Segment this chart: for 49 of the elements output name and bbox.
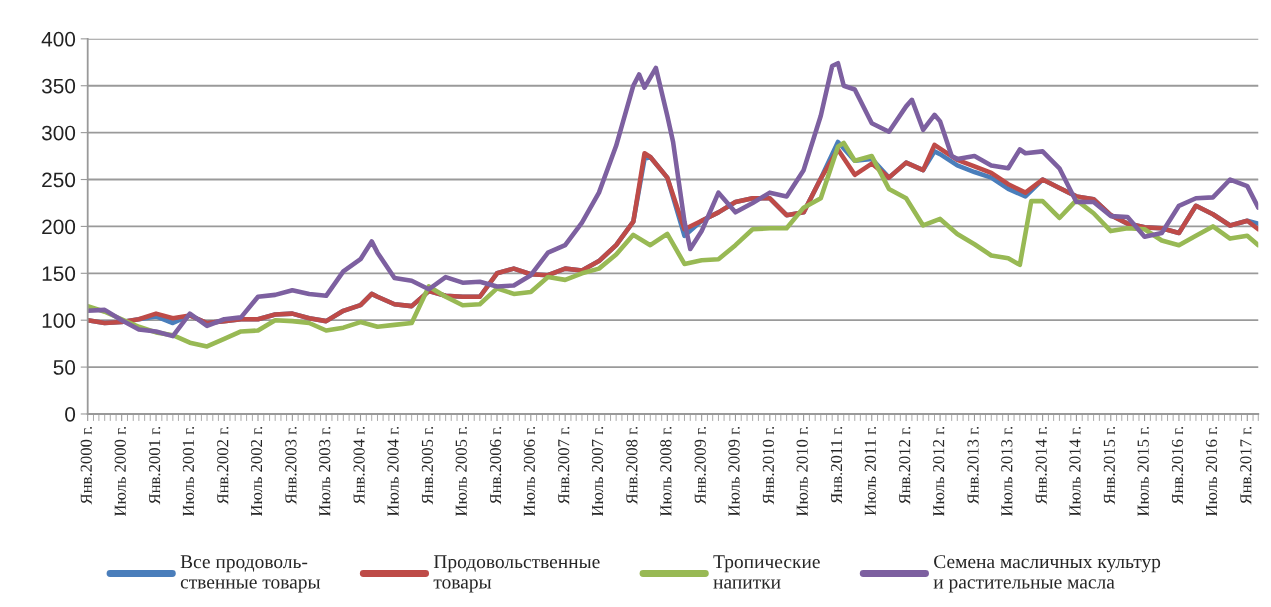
x-tick-label: Июль 2016 г. bbox=[1205, 426, 1218, 517]
x-tick-label: Янв.2006 г. bbox=[489, 426, 502, 505]
x-tick-label: Июль 2004 г. bbox=[387, 426, 399, 517]
x-tick-label: Янв.2017 г. bbox=[1240, 426, 1252, 505]
y-tick-label: 50 bbox=[53, 360, 76, 375]
x-tick-label: Янв.2005 г. bbox=[421, 426, 434, 505]
legend-label: Семена масличных культур и растительные масла bbox=[933, 555, 1161, 593]
x-tick-label: Янв.2002 г. bbox=[217, 426, 229, 505]
x-tick-label: Июль 2003 г. bbox=[319, 426, 331, 517]
legend-label: Продовольственные товары bbox=[433, 555, 600, 593]
y-tick-label: 350 bbox=[41, 78, 76, 94]
x-tick-label: Янв.2012 г. bbox=[899, 426, 911, 505]
legend-label: Тропические напитки bbox=[713, 555, 820, 589]
y-tick-label: 200 bbox=[42, 219, 76, 235]
x-tick-label: Янв.2004 г. bbox=[353, 426, 365, 505]
y-tick-label: 0 bbox=[65, 406, 76, 422]
x-tick-label: Янв.2014 г. bbox=[1035, 426, 1047, 505]
x-tick-label: Янв.2010 г. bbox=[762, 426, 775, 505]
x-tick-label: Июль 2011 г. bbox=[864, 426, 877, 516]
x-tick-label: Июль 2010 г. bbox=[796, 426, 808, 517]
x-tick-label: Янв.2013 г. bbox=[967, 426, 979, 505]
x-tick-label: Июль 2000 г. bbox=[114, 426, 126, 517]
x-tick-label: Июль 2006 г. bbox=[523, 426, 536, 517]
y-tick-label: 100 bbox=[42, 313, 76, 328]
y-tick-label: 300 bbox=[41, 125, 76, 141]
x-tick-label: Июль 2007 г. bbox=[591, 426, 604, 517]
x-tick-label: Янв.2009 г. bbox=[694, 426, 706, 505]
x-tick-label: Янв.2003 г. bbox=[285, 426, 297, 505]
x-tick-label: Янв.2007 г. bbox=[558, 426, 570, 505]
x-tick-label: Июль 2014 г. bbox=[1069, 426, 1081, 517]
x-tick-label: Янв.2008 г. bbox=[626, 426, 638, 505]
x-tick-label: Июль 2009 г. bbox=[728, 426, 740, 517]
x-tick-label: Янв.2000 г. bbox=[80, 426, 92, 505]
line-series bbox=[87, 60, 1259, 339]
x-tick-label: Июль 2013 г. bbox=[1001, 426, 1013, 517]
x-tick-label: Июль 2001 г. bbox=[182, 426, 195, 517]
x-tick-label: Июль 2005 г. bbox=[455, 426, 467, 517]
x-tick-label: Янв.2001 г. bbox=[148, 426, 161, 505]
y-tick-label: 400 bbox=[41, 31, 76, 47]
legend-label: Все продоволь- ственные товары bbox=[180, 555, 321, 593]
x-tick-label: Янв.2016 г. bbox=[1171, 426, 1184, 505]
x-tick-label: Янв.2011 г. bbox=[830, 426, 843, 504]
y-tick-label: 250 bbox=[42, 172, 76, 188]
y-tick-label: 150 bbox=[42, 266, 76, 282]
x-tick-label: Июль 2002 г. bbox=[250, 426, 263, 517]
x-tick-label: Янв.2015 г. bbox=[1103, 426, 1116, 505]
x-tick-label: Июль 2008 г. bbox=[660, 426, 672, 517]
x-tick-label: Июль 2015 г. bbox=[1137, 426, 1149, 517]
x-tick-label: Июль 2012 г. bbox=[933, 426, 945, 517]
